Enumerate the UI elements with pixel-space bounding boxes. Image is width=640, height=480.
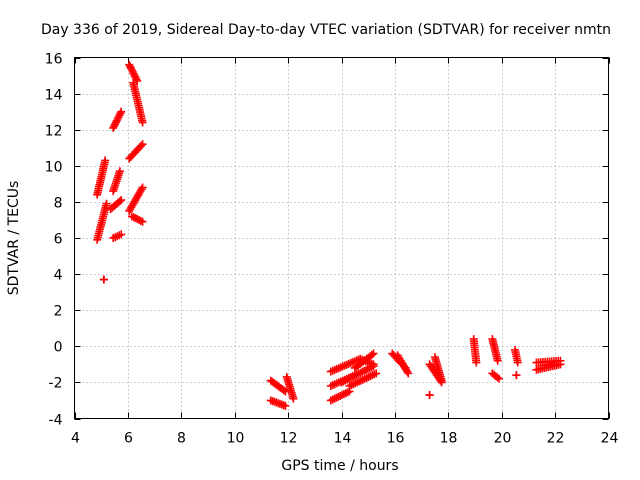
data-point	[128, 67, 137, 76]
x-tick-label: 14	[334, 431, 352, 447]
x-tick-label: 6	[124, 431, 133, 447]
data-point	[117, 230, 126, 239]
data-point	[279, 386, 288, 395]
y-tick-label: 0	[54, 340, 63, 356]
data-point	[110, 122, 119, 131]
x-tick-label: 16	[387, 431, 405, 447]
data-point	[133, 76, 142, 85]
x-tick-label: 22	[547, 431, 565, 447]
data-point	[127, 64, 136, 73]
data-point	[131, 73, 140, 82]
plot-frame	[74, 57, 609, 419]
y-tick-labels: -4 -2 0 2 4 6 8 10 12 14 16	[45, 52, 63, 429]
data-point	[138, 140, 147, 149]
data-point	[404, 369, 413, 378]
data-point	[114, 113, 123, 122]
data-point	[133, 215, 142, 224]
data-point	[101, 156, 110, 165]
x-tick-label: 10	[227, 431, 245, 447]
y-tick-label: 2	[54, 304, 63, 320]
data-point	[112, 116, 121, 125]
x-tick-label: 8	[177, 431, 186, 447]
data-points	[93, 60, 565, 410]
data-point	[493, 356, 502, 365]
x-tick-label: 18	[440, 431, 458, 447]
x-axis-label: GPS time / hours	[281, 458, 398, 474]
chart-title: Day 336 of 2019, Sidereal Day-to-day VTE…	[41, 22, 611, 38]
y-tick-label: 16	[45, 52, 63, 68]
data-point	[131, 214, 140, 223]
y-tick-label: -2	[49, 376, 63, 392]
x-tick-label: 20	[494, 431, 512, 447]
data-point	[472, 358, 481, 367]
data-point	[367, 350, 376, 359]
data-point	[117, 196, 126, 205]
data-point	[109, 123, 118, 132]
data-point	[110, 120, 119, 129]
data-point	[136, 216, 145, 225]
data-point	[116, 109, 125, 118]
data-point	[126, 62, 135, 71]
data-point	[512, 371, 521, 380]
axis-ticks	[74, 57, 610, 420]
y-tick-label: 8	[54, 196, 63, 212]
data-point	[115, 197, 124, 206]
data-point	[281, 401, 290, 410]
data-point	[425, 391, 434, 400]
data-point	[129, 213, 138, 222]
data-point	[289, 394, 298, 403]
data-point	[99, 275, 108, 284]
data-point	[513, 358, 522, 367]
data-point	[113, 114, 122, 123]
y-tick-label: 4	[54, 268, 63, 284]
y-tick-label: 6	[54, 232, 63, 248]
data-point	[129, 69, 138, 78]
data-point	[127, 66, 136, 75]
grid-lines	[74, 57, 609, 419]
data-point	[138, 217, 147, 226]
data-point	[115, 167, 124, 176]
data-point	[369, 360, 378, 369]
data-point	[495, 374, 504, 383]
data-point	[138, 183, 147, 192]
y-tick-label: -4	[49, 413, 63, 429]
data-point	[403, 367, 412, 376]
data-point	[127, 212, 136, 221]
data-point	[117, 107, 126, 116]
y-axis-label: SDTVAR / TECUs	[6, 181, 22, 296]
data-point	[138, 118, 147, 127]
x-tick-label: 4	[71, 431, 80, 447]
data-point	[369, 349, 378, 358]
data-point	[102, 199, 111, 208]
y-tick-label: 10	[45, 160, 63, 176]
y-tick-label: 14	[45, 88, 63, 104]
data-point	[135, 215, 144, 224]
data-point	[137, 141, 146, 150]
data-point	[125, 60, 134, 69]
data-point	[372, 369, 381, 378]
data-point	[556, 360, 565, 369]
data-point	[137, 185, 146, 194]
x-tick-labels: 4 6 8 10 12 14 16 18 20 22 24	[71, 431, 618, 447]
data-point	[115, 111, 124, 120]
data-point	[111, 118, 120, 127]
data-point	[493, 373, 502, 382]
data-point	[437, 376, 446, 385]
x-tick-label: 12	[280, 431, 298, 447]
data-point	[130, 71, 139, 80]
x-tick-label: 24	[601, 431, 619, 447]
y-tick-label: 12	[45, 124, 63, 140]
